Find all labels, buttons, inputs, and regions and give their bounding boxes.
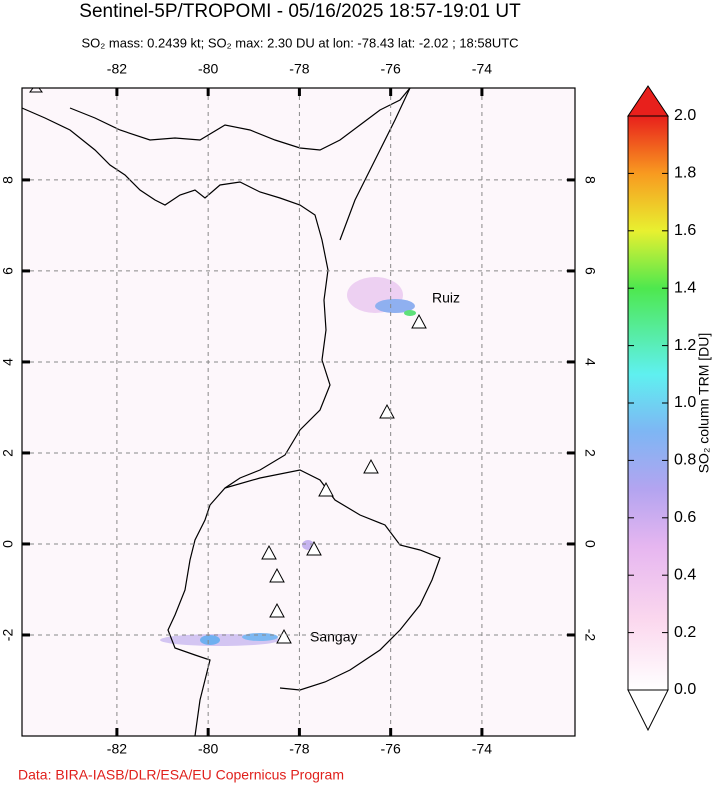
map-content	[22, 88, 441, 736]
lat-tick-label: 2	[0, 449, 16, 457]
plume	[375, 299, 415, 313]
lon-tick-label: -74	[472, 741, 492, 757]
lat-tick-label: 2	[582, 449, 598, 457]
lat-tick-label: 4	[582, 358, 598, 366]
map-frame	[21, 87, 576, 737]
lon-tick-label: -82	[107, 741, 127, 757]
volcano	[411, 313, 427, 329]
plume	[200, 635, 220, 645]
volcano	[306, 540, 322, 556]
lon-tick-label: -80	[198, 61, 218, 77]
colorbar-axis: 0.0 0.2 0.4 0.6 0.8 1.0 1.2 1.4 1.6 1.8 2.0	[628, 107, 696, 698]
map-axes: -82 -82 -80 -80 -78 -78 -76 -76 -74 -74 8 8 6 6 4 4 2 2 0 0…	[0, 61, 598, 757]
colorbar-tick-label: 0.2	[674, 624, 696, 641]
lon-tick-label: -82	[107, 61, 127, 77]
map-background	[22, 88, 575, 736]
lat-tick-label: 0	[0, 540, 16, 548]
credit: Data: BIRA-IASB/DLR/ESA/EU Copernicus Pr…	[18, 767, 344, 783]
lat-tick-label: 0	[582, 540, 598, 548]
lat-tick-label: 8	[0, 176, 16, 184]
colorbar-tick-label: 1.4	[674, 279, 696, 296]
volcano	[363, 458, 379, 474]
colorbar-tick-label: 1.8	[674, 165, 696, 182]
lat-tick-label: -2	[582, 629, 598, 642]
border	[339, 88, 411, 241]
lat-tick-label: 4	[0, 358, 16, 366]
lat-tick-label: 6	[0, 267, 16, 275]
colorbar-tick-label: 0.8	[674, 452, 696, 469]
volcano-label: Sangay	[310, 629, 357, 645]
colorbar-min-arrow	[627, 689, 669, 732]
volcano	[261, 544, 277, 560]
colorbar-label: SO₂ column TRM [DU]	[696, 333, 712, 474]
volcano	[318, 481, 334, 497]
coastline	[22, 107, 331, 736]
colorbar	[627, 115, 669, 691]
plume	[242, 633, 278, 641]
lon-tick-label: -74	[472, 61, 492, 77]
lat-tick-label: 6	[582, 267, 598, 275]
colorbar-tick-label: 1.6	[674, 222, 696, 239]
volcano	[269, 567, 285, 583]
subtitle: SO₂ mass: 0.2439 kt; SO₂ max: 2.30 DU at…	[81, 35, 518, 50]
lon-tick-label: -76	[381, 741, 401, 757]
colorbar-tick-label: 0.0	[674, 681, 696, 698]
colorbar-tick-label: 0.4	[674, 566, 696, 583]
volcano	[276, 628, 292, 644]
colorbar-tick-label: 1.2	[674, 337, 696, 354]
colorbar-tick-label: 2.0	[674, 107, 696, 124]
plume	[404, 310, 416, 316]
lat-tick-label: -2	[0, 629, 16, 642]
volcano-label: Ruiz	[432, 290, 460, 306]
lon-tick-label: -80	[198, 741, 218, 757]
lat-tick-label: 8	[582, 176, 598, 184]
lon-tick-label: -78	[289, 61, 309, 77]
title: Sentinel-5P/TROPOMI - 05/16/2025 18:57-1…	[79, 1, 521, 22]
volcano	[29, 88, 43, 93]
border	[224, 469, 441, 691]
lon-tick-label: -78	[289, 741, 309, 757]
coastline	[69, 88, 411, 151]
colorbar-tick-label: 0.6	[674, 509, 696, 526]
colorbar-tick-label: 1.0	[674, 394, 696, 411]
colorbar-max-arrow	[627, 85, 669, 117]
lon-tick-label: -76	[381, 61, 401, 77]
volcano	[269, 602, 285, 618]
